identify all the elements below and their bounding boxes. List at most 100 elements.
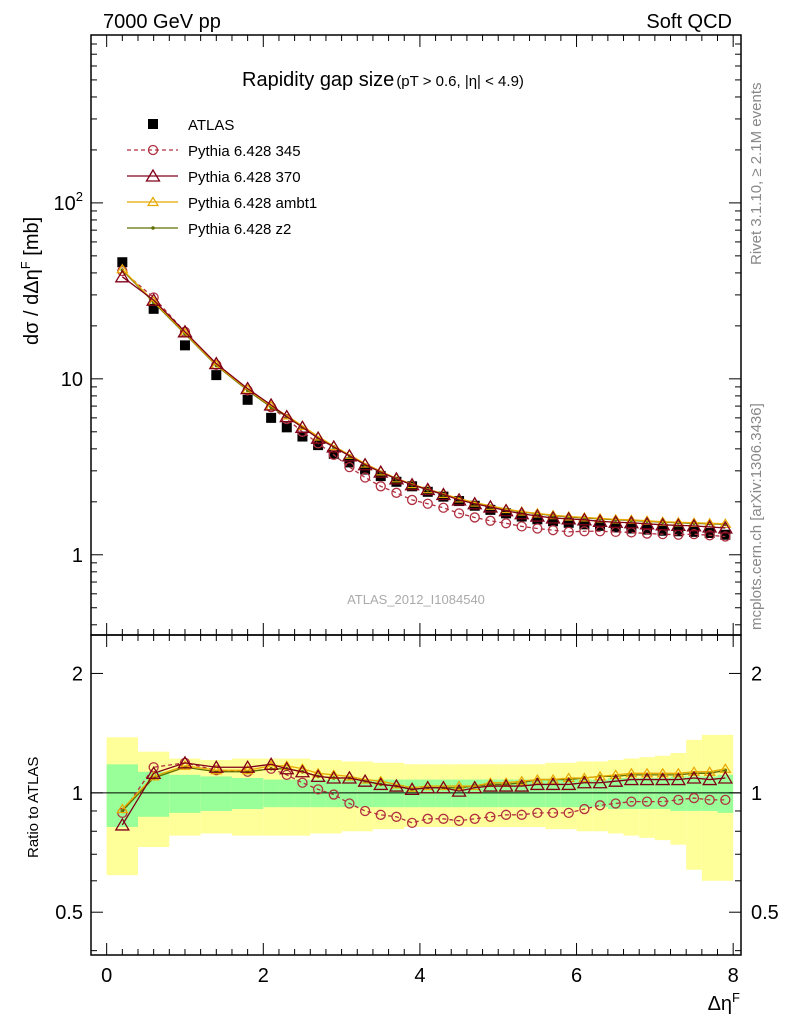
ratio-pythia-6-428-z2-point [504,782,508,787]
ratio-pythia-6-428-345-point [626,796,637,807]
ratio-pythia-6-428-370-point [498,778,514,792]
ratio-pythia-6-428-345-point [641,796,653,807]
pythia-6-428-370-point [114,269,130,283]
ratio-pythia-6-428-ambt1-point [703,766,716,776]
ratio-pythia-6-428-ambt1-point [531,773,544,784]
x-axis-label: ΔηF [708,990,740,1015]
pythia-6-428-370-point [146,292,162,306]
pythia-6-428-370-point [373,464,389,478]
ratio-pythia-6-428-ambt1-point [116,803,129,814]
pythia-6-428-370-point [294,420,311,433]
pythia-6-428-370-point [279,409,295,423]
x-tick-label: 2 [258,965,269,987]
ratio-band-inner [325,779,342,808]
ratio-pythia-6-428-370-point [404,782,420,796]
ratio-pythia-6-428-ambt1-point [241,764,254,775]
pythia-6-428-345-point [500,518,512,529]
ratio-pythia-6-428-345-point [610,798,621,809]
ratio-y-tick-label-right: 1 [751,783,762,805]
ratio-pythia-6-428-370-point [357,773,373,787]
ratio-band-inner [576,779,593,808]
ratio-pythia-6-428-370-point [639,772,655,786]
ratio-pythia-6-428-ambt1-point [210,764,223,775]
ratio-pythia-6-428-345-point [469,813,480,824]
pythia-6-428-370-point [545,510,561,524]
ratio-pythia-6-428-370-point [655,772,671,786]
ratio-pythia-6-428-345-point [312,784,324,795]
pythia-6-428-370-point [357,457,373,471]
legend-pythia-6-428-z2-marker [151,226,155,230]
ratio-pythia-6-428-ambt1-point [640,767,654,778]
pythia-6-428-370-point [341,448,358,462]
y-tick-label: 1 [72,545,83,567]
ratio-pythia-6-428-z2-point [120,809,125,813]
pythia-6-428-345-point [438,502,449,513]
legend-atlas-marker [148,119,158,129]
mcplots-label: mcplots.cern.ch [arXiv:1306.3436] [748,403,765,630]
pythia-6-428-370-point [561,511,577,525]
atlas-point [689,526,700,537]
ratio-plot-frame [90,634,742,956]
ratio-pythia-6-428-370-point [576,775,593,789]
legend-pythia-6-428-ambt1-label: Pythia 6.428 ambt1 [188,195,317,212]
pythia-6-428-345-point [453,508,465,519]
pythia-6-428-ambt1-point [531,507,544,518]
tick-label-exponent: 2 [76,189,83,204]
pythia-6-428-z2-line [121,269,726,525]
ratio-pythia-6-428-345-point [438,813,449,824]
plot-frames [90,34,742,956]
ratio-band-inner [560,779,577,808]
pythia-6-428-370-point [639,516,655,530]
ratio-pythia-6-428-370-point [263,757,279,770]
pythia-6-428-370-line [121,276,726,529]
pythia-6-428-370-point [467,496,483,510]
atlas-point [454,496,465,507]
ratio-pythia-6-428-345-point [422,813,433,824]
ratio-pythia-6-428-370-point [177,755,193,769]
pythia-6-428-370-point [404,477,420,491]
atlas-point [516,511,527,522]
pythia-6-428-370-point [608,515,624,528]
ratio-pythia-6-428-370-point [114,817,130,831]
atlas-point [438,491,449,502]
atlas-point [148,303,159,314]
pythia-6-428-345-point [547,525,559,536]
ratio-pythia-6-428-370-point [482,778,499,792]
ratio-y-axis-label: Ratio to ATLAS [25,757,42,858]
ratio-y-tick-label: 2 [72,663,83,685]
ratio-pythia-6-428-370-point [529,777,546,791]
ratio-band-inner [200,776,232,811]
ratio-pythia-6-428-370-point [686,770,702,784]
ratio-pythia-6-428-ambt1-point [687,766,701,776]
ratio-pythia-6-428-345-point [344,798,355,809]
ratio-pythia-6-428-345-point [579,803,590,815]
legend-pythia-6-428-370-label: Pythia 6.428 370 [188,169,301,186]
ratio-pythia-6-428-ambt1-point [147,770,160,781]
ratio-pythia-6-428-ambt1-point [515,775,528,786]
ratio-pythia-6-428-370-point [420,780,436,794]
ratio-pythia-6-428-ambt1-point [578,772,591,783]
ratio-pythia-6-428-370-point [310,769,326,783]
main-plot-series [114,257,733,542]
pythia-6-428-370-point [326,439,342,453]
ratio-y-tick-label-right: 2 [751,663,762,685]
pythia-6-428-345-point [391,487,402,498]
pythia-6-428-345-line [121,270,726,538]
ratio-pythia-6-428-345-point [453,815,465,826]
atlas-point [548,516,559,527]
header-category: Soft QCD [646,11,732,33]
pythia-6-428-370-point [451,492,467,506]
ratio-pythia-6-428-345-point [563,807,574,819]
atlas-point [375,471,386,482]
ratio-pythia-6-428-345-point [297,777,308,788]
analysis-id: ATLAS_2012_I1084540 [347,592,485,607]
top-y-axis-label: dσ / dΔηF [mb] [18,217,43,345]
ratio-pythia-6-428-370-point [208,759,224,773]
pythia-6-428-345-point [375,481,386,492]
legend-pythia-6-428-ambt1-marker [146,196,160,207]
ratio-pythia-6-428-345-point [532,807,543,819]
pythia-6-428-370-point [208,356,224,370]
ratio-pythia-6-428-345-point [688,792,700,804]
ratio-pythia-6-428-345-point [375,809,386,820]
ratio-pythia-6-428-345-point [500,809,512,820]
